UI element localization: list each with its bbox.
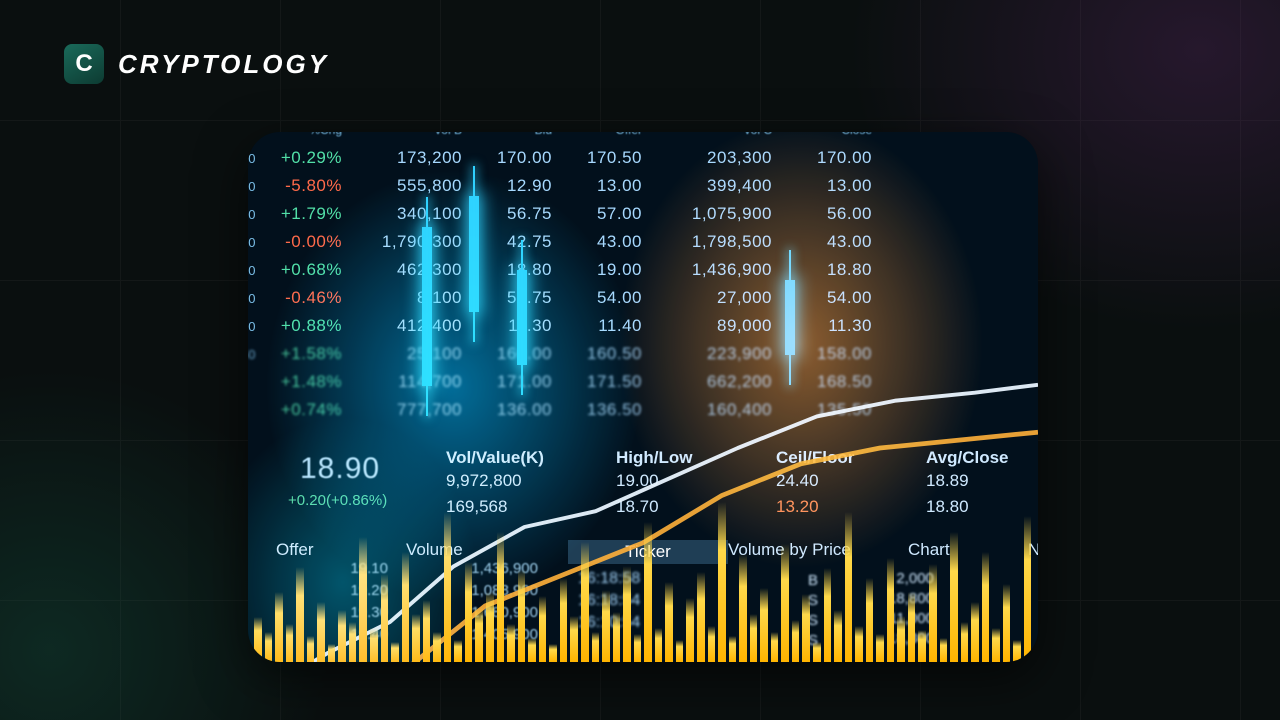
table-row: 50 +0.29% 173,200 170.00 170.50 203,300 … — [248, 144, 1038, 172]
table-row: 50 -5.80% 555,800 12.90 13.00 399,400 13… — [248, 172, 1038, 200]
table-row: +1.48% 114,700 171.00 171.50 662,200 168… — [248, 368, 1038, 396]
logo-text: CRYPTOLOGY — [118, 49, 329, 80]
table-row: 50 -0.46% 8,100 53.75 54.00 27,000 54.00 — [248, 284, 1038, 312]
table-row: 50 -0.00% 1,790,300 42.75 43.00 1,798,50… — [248, 228, 1038, 256]
table-row: +0.74% 777,700 136.00 136.50 160,400 135… — [248, 396, 1038, 424]
volume-bars — [248, 442, 1038, 662]
trading-panel: %ChgVol BBidOfferVol CClose 50 +0.29% 17… — [248, 132, 1038, 662]
table-row: 50 +0.68% 462,300 18.80 19.00 1,436,900 … — [248, 256, 1038, 284]
table-row: 50 +1.58% 25,100 160.00 160.50 223,900 1… — [248, 340, 1038, 368]
price-grid: %ChgVol BBidOfferVol CClose 50 +0.29% 17… — [248, 132, 1038, 424]
grid-header: %ChgVol BBidOfferVol CClose — [248, 132, 1038, 144]
brand-logo: C CRYPTOLOGY — [64, 44, 329, 84]
table-row: 50 +1.79% 340,100 56.75 57.00 1,075,900 … — [248, 200, 1038, 228]
logo-badge: C — [64, 44, 104, 84]
table-row: 50 +0.88% 412,400 11.30 11.40 89,000 11.… — [248, 312, 1038, 340]
